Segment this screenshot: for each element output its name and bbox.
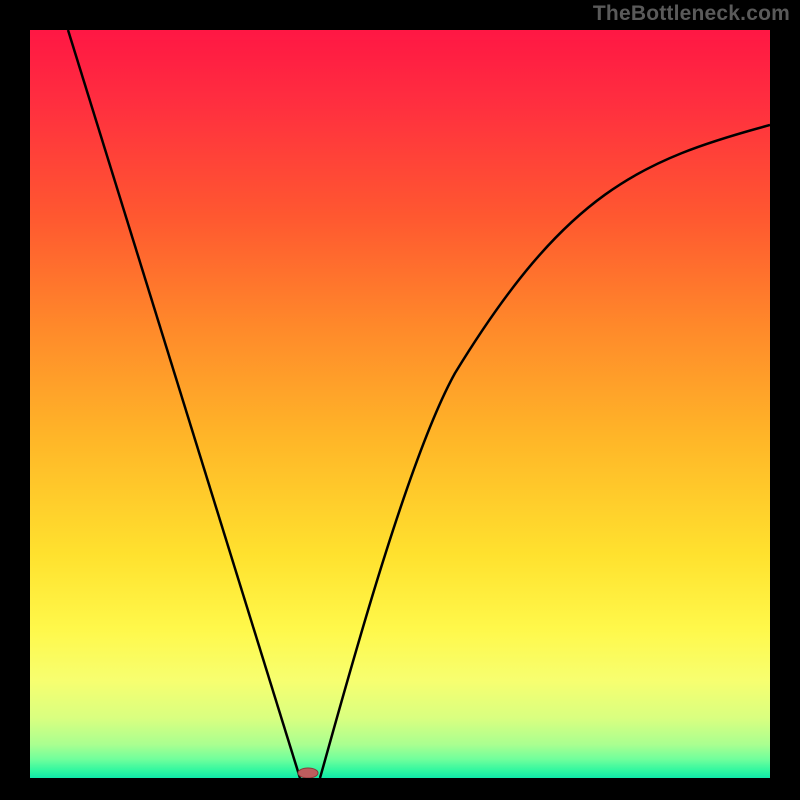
- chart-container: [30, 30, 770, 778]
- bottleneck-chart-svg: [30, 30, 770, 778]
- watermark-text: TheBottleneck.com: [593, 2, 790, 26]
- gradient-background: [30, 30, 770, 778]
- optimal-point-marker: [298, 768, 318, 778]
